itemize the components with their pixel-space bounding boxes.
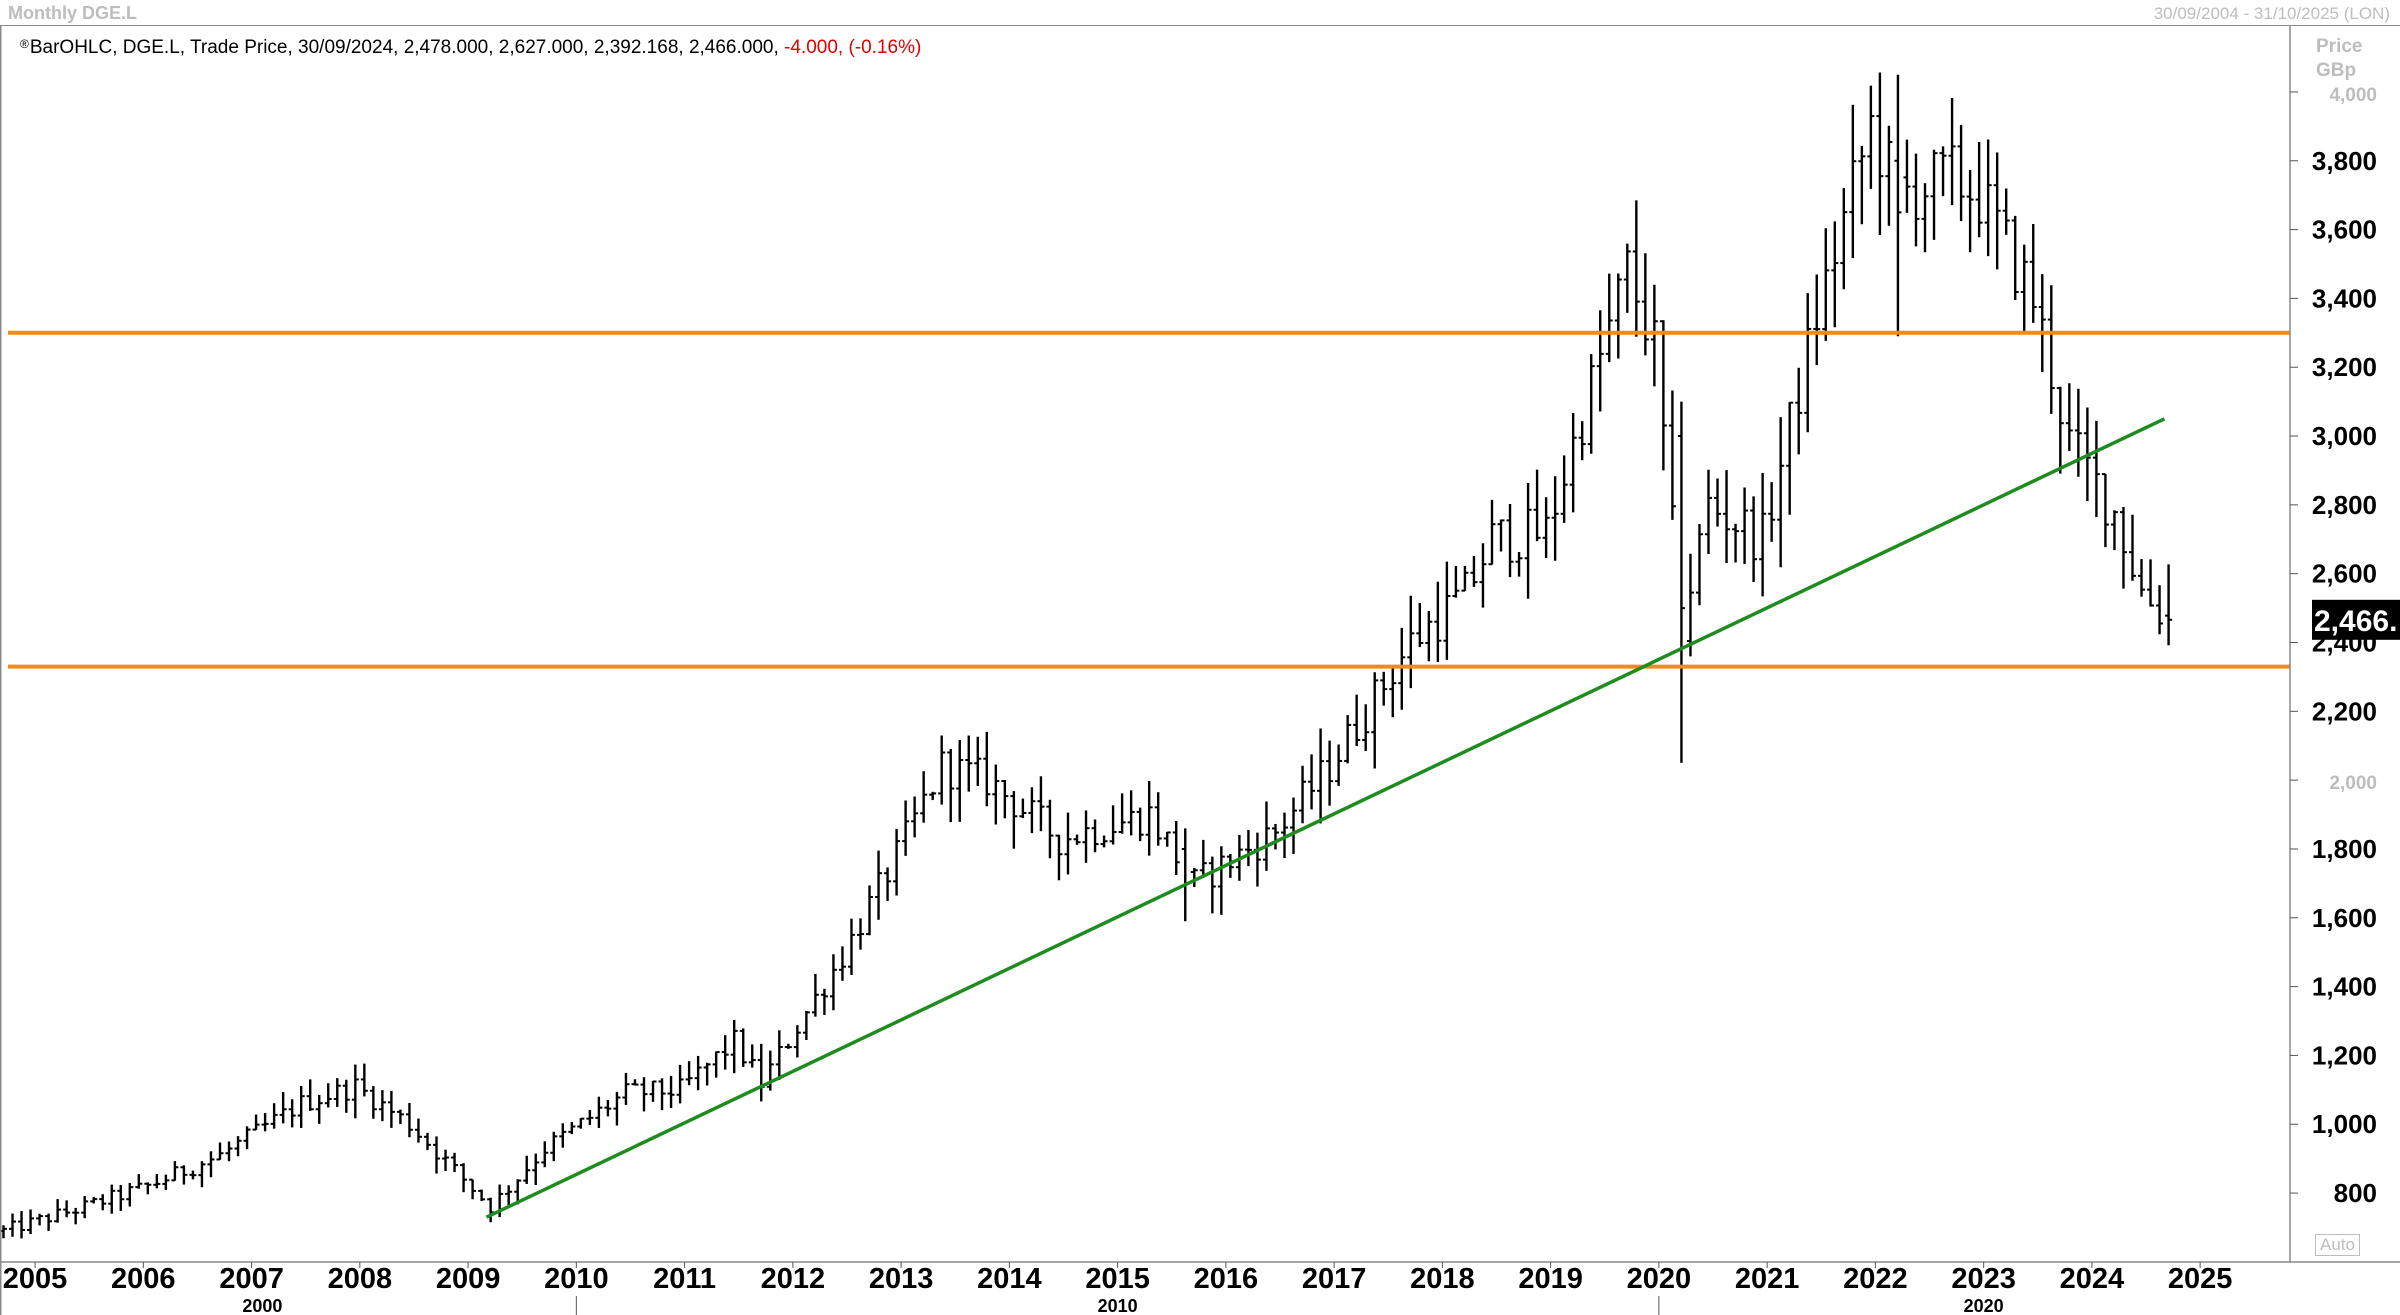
x-tick-label: 2006 xyxy=(111,1263,176,1295)
legend: ®BarOHLC, DGE.L, Trade Price, 30/09/2024… xyxy=(20,37,921,59)
y-tick-label: 3,800 xyxy=(2312,146,2377,176)
y-tick-label: 1,400 xyxy=(2312,972,2377,1002)
x-tick-label: 2024 xyxy=(2060,1263,2125,1295)
y-tick-label: 1,200 xyxy=(2312,1040,2377,1070)
y-unit-currency: GBp xyxy=(2316,60,2357,81)
x-tick-label: 2020 xyxy=(1627,1263,1692,1295)
x-tick-label: 2019 xyxy=(1518,1263,1583,1295)
y-tick-label: 1,600 xyxy=(2312,903,2377,933)
x-tick-label: 2018 xyxy=(1410,1263,1475,1295)
last-price-box xyxy=(2312,599,2400,640)
y-tick-label: 2,200 xyxy=(2312,696,2377,726)
x-tick-label: 2021 xyxy=(1735,1263,1800,1295)
x-tick-label: 2011 xyxy=(653,1263,716,1295)
chart-overlays xyxy=(8,330,2290,1219)
decade-label: 2020 xyxy=(1964,1296,2004,1315)
y-tick-label: 1,000 xyxy=(2312,1109,2377,1139)
y-tick-label: 2,000 xyxy=(2329,773,2377,794)
y-tick-label: 1,800 xyxy=(2312,834,2377,864)
chart-bars xyxy=(0,72,2173,1239)
x-tick-label: 2005 xyxy=(3,1263,68,1295)
x-tick-label: 2023 xyxy=(1951,1263,2016,1295)
trend-line xyxy=(485,417,2166,1219)
decade-label: 2000 xyxy=(242,1296,282,1315)
y-tick-label: 3,200 xyxy=(2312,352,2377,382)
x-tick-label: 2016 xyxy=(1194,1263,1259,1295)
chart-axes: 800 1,000 1,200 1,400 1,600 1,800 2,000 2,200 2,… xyxy=(0,26,2400,1315)
x-tick-label: 2008 xyxy=(328,1263,393,1295)
date-range: 30/09/2004 - 31/10/2025 (LON) xyxy=(2153,4,2390,23)
y-tick-label: 3,600 xyxy=(2312,215,2377,245)
y-tick-label: 2,800 xyxy=(2312,490,2377,520)
x-tick-label: 2009 xyxy=(436,1263,501,1295)
x-tick-label: 2010 xyxy=(544,1263,609,1295)
x-tick-label: 2012 xyxy=(761,1263,826,1295)
legend-marker: ® xyxy=(20,37,29,51)
x-tick-label: 2017 xyxy=(1302,1263,1367,1295)
title-bar: Monthly DGE.L 30/09/2004 - 31/10/2025 (L… xyxy=(0,0,2400,26)
x-tick-label: 2022 xyxy=(1843,1263,1908,1295)
chart-title: Monthly DGE.L xyxy=(8,3,137,23)
x-tick-label: 2013 xyxy=(869,1263,934,1295)
auto-scale-button[interactable]: Auto xyxy=(2315,1234,2360,1256)
y-unit-label: Price xyxy=(2316,36,2363,57)
y-tick-label: 3,000 xyxy=(2312,421,2377,451)
y-tick-label: 2,600 xyxy=(2312,559,2377,589)
y-tick-label: 4,000 xyxy=(2329,85,2377,106)
y-tick-label: 3,400 xyxy=(2312,283,2377,313)
legend-text: BarOHLC, DGE.L, Trade Price, 30/09/2024,… xyxy=(29,37,779,58)
y-tick-label: 800 xyxy=(2334,1178,2377,1208)
legend-change: -4.000, (-0.16%) xyxy=(784,37,922,58)
x-tick-label: 2015 xyxy=(1085,1263,1150,1295)
x-tick-label: 2014 xyxy=(977,1263,1042,1295)
last-price-label: 2,466. xyxy=(2314,605,2397,638)
x-tick-label: 2025 xyxy=(2168,1263,2233,1295)
decade-label: 2010 xyxy=(1098,1296,1138,1315)
x-tick-label: 2007 xyxy=(219,1263,284,1295)
